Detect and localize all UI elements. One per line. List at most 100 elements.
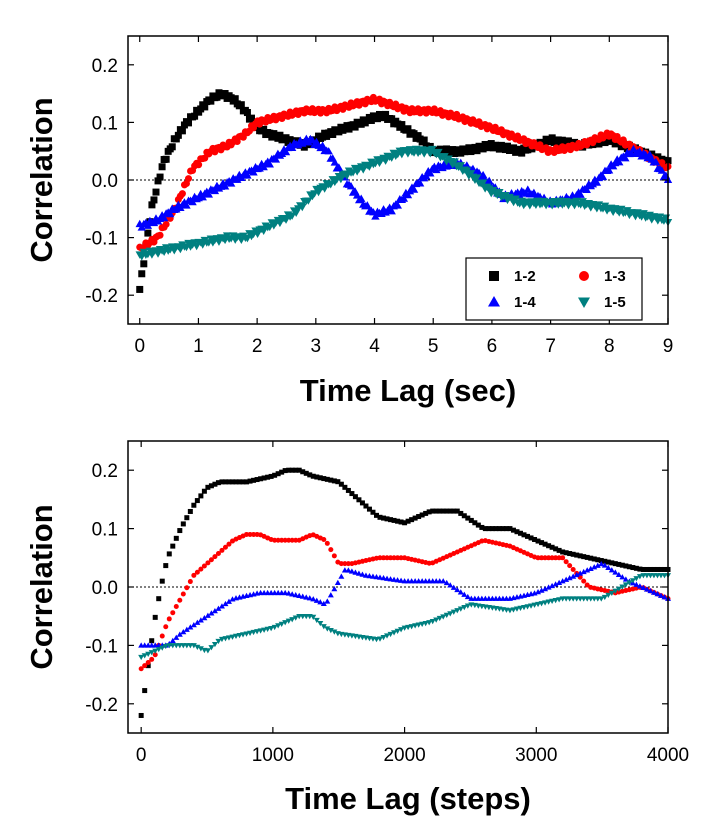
data-point-1-5	[331, 629, 338, 635]
data-point-1-2	[300, 469, 306, 475]
data-point-1-2	[412, 515, 418, 521]
data-point-1-4	[204, 612, 211, 618]
data-point-1-2	[473, 147, 481, 155]
data-point-1-2	[479, 145, 487, 153]
data-point-1-5	[145, 651, 152, 657]
data-point-1-5	[517, 605, 524, 612]
data-point-1-3	[138, 666, 144, 672]
data-point-1-4	[422, 172, 431, 180]
data-point-1-4	[324, 147, 333, 155]
data-point-1-4	[211, 607, 218, 614]
x-tick-label: 4	[369, 336, 380, 357]
data-point-1-2	[612, 561, 618, 567]
data-point-1-2	[173, 535, 179, 541]
data-point-1-2	[382, 110, 390, 118]
data-point-1-2	[373, 115, 381, 123]
data-point-1-4	[355, 570, 362, 576]
data-point-1-5	[598, 596, 605, 602]
data-point-1-4	[580, 568, 587, 575]
data-point-1-4	[299, 593, 306, 599]
data-point-1-5	[462, 167, 472, 175]
x-tick-label: 4000	[647, 745, 689, 766]
data-point-1-2	[577, 553, 583, 559]
data-point-1-4	[330, 158, 339, 166]
data-point-1-4	[598, 561, 605, 567]
data-point-1-2	[177, 528, 183, 534]
data-point-1-2	[644, 566, 650, 572]
x-tick-label: 3000	[515, 745, 557, 766]
data-point-1-5	[454, 608, 461, 614]
data-point-1-2	[138, 712, 144, 718]
data-point-1-4	[324, 598, 331, 604]
data-point-1-4	[542, 585, 549, 592]
data-point-1-5	[218, 636, 225, 643]
data-point-1-3	[156, 231, 164, 239]
series-1-5	[135, 145, 673, 261]
data-point-1-2	[152, 188, 160, 196]
y-tick-label: -0.2	[85, 695, 118, 716]
data-point-1-2	[440, 508, 446, 514]
x-tick-label: 1	[193, 336, 204, 357]
data-point-1-2	[500, 526, 506, 532]
data-point-1-2	[166, 551, 172, 557]
legend-box	[465, 257, 643, 321]
data-point-1-3	[185, 175, 193, 183]
data-point-1-4	[271, 155, 281, 163]
data-point-1-5	[159, 645, 166, 651]
data-point-1-5	[412, 623, 419, 629]
data-point-1-2	[556, 547, 562, 553]
data-point-1-3	[345, 561, 351, 567]
x-tick-label: 6	[487, 336, 498, 357]
data-point-1-2	[207, 97, 215, 105]
data-point-1-5	[578, 198, 587, 206]
legend-label: 1-2	[514, 268, 536, 285]
data-point-1-4	[566, 575, 573, 581]
data-point-1-2	[410, 130, 418, 138]
data-point-1-2	[335, 479, 341, 485]
data-point-1-3	[247, 531, 253, 537]
data-point-1-4	[377, 574, 383, 580]
data-point-1-5	[222, 636, 229, 642]
data-point-1-5	[461, 604, 468, 611]
data-point-1-3	[567, 563, 573, 569]
data-point-1-4	[457, 589, 464, 595]
data-point-1-2	[156, 596, 162, 602]
data-point-1-2	[149, 638, 155, 644]
data-point-1-2	[489, 526, 495, 532]
data-point-1-3	[222, 544, 228, 550]
data-point-1-5	[282, 620, 289, 626]
data-point-1-4	[608, 567, 615, 573]
data-point-1-4	[552, 581, 559, 587]
data-point-1-5	[384, 633, 391, 639]
data-point-1-4	[222, 600, 229, 607]
data-point-1-4	[559, 578, 566, 584]
data-point-1-2	[138, 270, 146, 278]
data-point-1-2	[510, 144, 518, 152]
data-point-1-2	[156, 173, 164, 181]
data-point-1-2	[518, 149, 526, 157]
data-point-1-4	[485, 176, 494, 184]
legend: 1-2 1-3 1-4 1-5	[465, 257, 643, 321]
data-point-1-2	[549, 544, 555, 550]
data-point-1-2	[581, 554, 587, 560]
data-point-1-2	[423, 510, 429, 516]
data-point-1-3	[381, 555, 387, 561]
data-point-1-4	[440, 578, 447, 584]
data-point-1-2	[198, 493, 204, 499]
data-point-1-4	[387, 576, 394, 582]
data-point-1-4	[464, 593, 471, 600]
data-point-1-2	[293, 467, 299, 473]
data-point-1-5	[275, 623, 282, 629]
data-point-1-5	[243, 631, 250, 637]
data-point-1-2	[349, 491, 355, 497]
data-point-1-2	[321, 476, 327, 482]
data-point-1-5	[141, 653, 148, 659]
data-point-1-2	[279, 469, 285, 475]
legend-label: 1-4	[514, 294, 536, 311]
data-point-1-5	[285, 618, 292, 624]
data-point-1-5	[521, 604, 527, 611]
data-point-1-3	[539, 555, 545, 561]
data-point-1-2	[493, 141, 501, 149]
data-point-1-5	[622, 582, 629, 588]
data-point-1-5	[247, 630, 254, 636]
